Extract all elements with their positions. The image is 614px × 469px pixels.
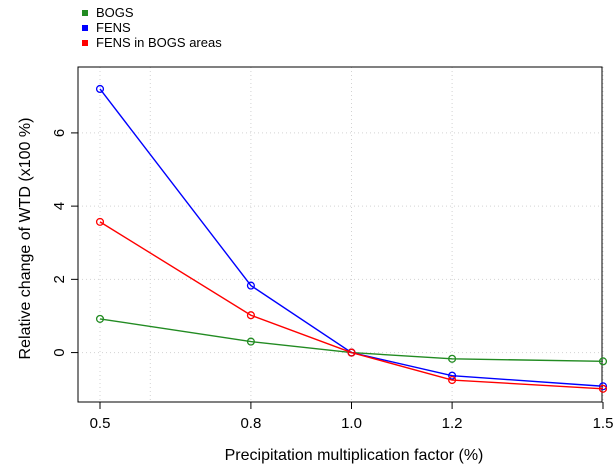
y-tick-label: 0	[51, 348, 68, 356]
x-tick-label: 1.5	[593, 415, 614, 432]
data-point	[246, 337, 255, 346]
data-point	[448, 371, 457, 380]
legend-swatch	[82, 25, 88, 31]
x-tick-label: 0.5	[90, 415, 111, 432]
data-point	[448, 375, 457, 385]
data-point	[598, 357, 608, 366]
x-axis-title: Precipitation multiplication factor (%)	[225, 447, 484, 464]
data-point	[95, 217, 105, 226]
data-point	[246, 311, 255, 320]
legend-swatch	[82, 40, 88, 46]
data-point	[598, 382, 608, 391]
x-axis: 0.5 0.8 1.0 1.2 1.5	[90, 402, 614, 432]
legend-label: FENS	[96, 20, 131, 35]
y-tick-label: 6	[51, 129, 68, 137]
legend-label: BOGS	[96, 5, 134, 20]
x-tick-label: 0.8	[240, 415, 261, 432]
data-point	[598, 384, 608, 393]
series-layer	[95, 84, 608, 393]
series-line	[99, 318, 604, 363]
y-tick-label: 2	[51, 275, 68, 283]
legend-swatch	[82, 10, 88, 16]
data-point	[95, 314, 105, 323]
legend-label: FENS in BOGS areas	[96, 35, 222, 50]
series-fens-in-bogs-areas	[95, 217, 608, 393]
series-bogs	[95, 314, 608, 366]
y-axis: 0 2 4 6	[51, 129, 78, 357]
y-axis-title: Relative change of WTD (x100 %)	[17, 118, 34, 360]
x-tick-label: 1.2	[442, 415, 463, 432]
series-line	[99, 221, 604, 390]
series-line	[99, 88, 604, 387]
plot-frame	[77, 66, 603, 403]
y-tick-label: 4	[51, 202, 68, 210]
data-point	[95, 84, 105, 94]
data-point	[347, 348, 356, 357]
x-tick-label: 1.0	[341, 415, 362, 432]
grid	[78, 67, 604, 402]
data-point	[246, 281, 255, 290]
data-point	[448, 354, 457, 363]
